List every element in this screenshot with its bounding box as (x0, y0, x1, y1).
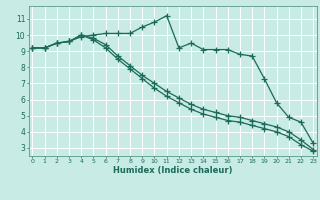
X-axis label: Humidex (Indice chaleur): Humidex (Indice chaleur) (113, 166, 233, 175)
